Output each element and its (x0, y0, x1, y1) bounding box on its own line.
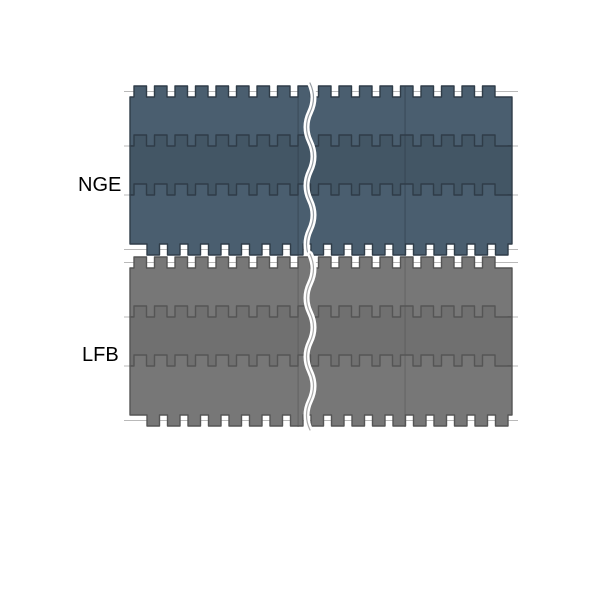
label-nge: NGE (78, 174, 121, 197)
diagram-stage: NGE LFB (0, 0, 600, 600)
belt-nge (124, 83, 518, 259)
label-lfb: LFB (82, 344, 119, 367)
belt-lfb (124, 254, 518, 430)
belt-diagram (0, 0, 600, 600)
